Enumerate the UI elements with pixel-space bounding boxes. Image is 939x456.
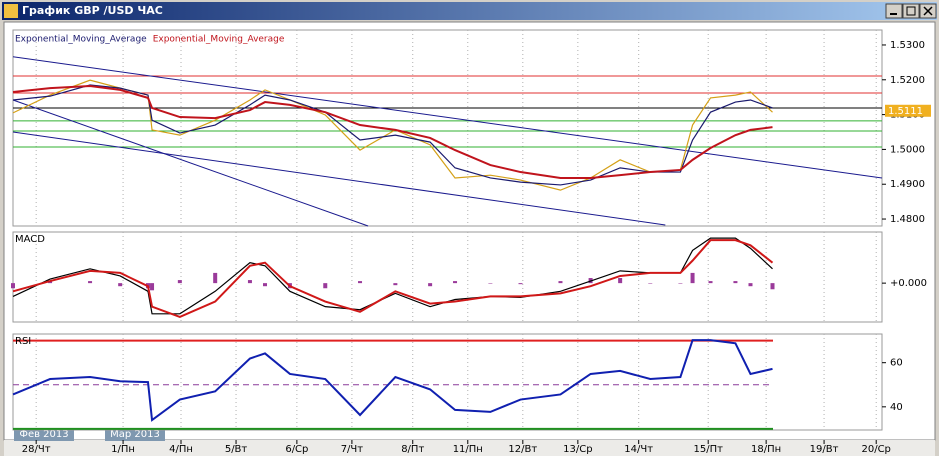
- x-tick-label: 28/Чт: [22, 444, 51, 455]
- trend-line: [12, 99, 369, 227]
- y-tick-label: 1.5200: [890, 75, 925, 86]
- period-label: Мар 2013: [110, 429, 160, 440]
- panel-title: RSI: [15, 336, 31, 347]
- maximize-icon: [906, 6, 916, 16]
- panel: [12, 333, 883, 431]
- histogram-bar: [733, 281, 738, 284]
- histogram-bar: [88, 281, 93, 284]
- maximize-button[interactable]: [902, 3, 920, 19]
- histogram-bar: [393, 283, 398, 286]
- legend-entry: Exponential_Moving_Average: [153, 35, 285, 45]
- histogram-bar: [247, 280, 252, 284]
- x-tick-label: 12/Вт: [508, 444, 537, 455]
- histogram-bar: [11, 283, 15, 289]
- series-line: [12, 237, 773, 315]
- histogram-bar: [558, 281, 563, 284]
- histogram-bar: [177, 280, 182, 284]
- last-price-box: [885, 104, 931, 117]
- title-bar: [2, 2, 937, 20]
- histogram-bar: [488, 283, 493, 284]
- y-tick-label: 40: [890, 402, 903, 413]
- x-tick-label: 8/Пт: [401, 444, 424, 455]
- x-tick-label: 14/Чт: [624, 444, 653, 455]
- series-line: [12, 239, 774, 318]
- period-label: Фев 2013: [19, 429, 68, 440]
- x-tick-label: 18/Пн: [751, 444, 781, 455]
- x-tick-label: 13/Ср: [563, 444, 592, 455]
- histogram-bar: [150, 283, 155, 291]
- histogram-bar: [428, 283, 433, 287]
- trend-line: [12, 56, 883, 179]
- histogram-bar: [648, 283, 653, 284]
- histogram-bar: [358, 281, 363, 284]
- histogram-bar: [213, 272, 218, 284]
- histogram-bar: [770, 283, 775, 290]
- close-icon: [923, 6, 933, 16]
- period-box: [14, 428, 74, 441]
- histogram-bar: [518, 283, 523, 285]
- histogram-bar: [708, 281, 713, 284]
- histogram-bar: [748, 283, 753, 287]
- last-price-label: 1.5111: [888, 106, 923, 117]
- series-line: [12, 85, 773, 179]
- trend-line: [12, 131, 666, 226]
- y-tick-label: 1.5300: [890, 40, 925, 51]
- x-tick-label: 7/Чт: [341, 444, 364, 455]
- histogram-bar: [690, 272, 695, 284]
- series-line: [12, 339, 773, 422]
- x-tick-label: 5/Вт: [225, 444, 248, 455]
- minimize-button[interactable]: [885, 3, 903, 19]
- x-tick-label: 15/Пт: [693, 444, 723, 455]
- panel: [12, 29, 883, 227]
- y-tick-label: 1.5000: [890, 144, 925, 155]
- window-title: График GBP /USD ЧАС: [22, 4, 163, 17]
- x-tick-label: 6/Ср: [285, 444, 308, 455]
- x-tick-label: 11/Пн: [453, 444, 483, 455]
- window-icon: [4, 4, 18, 18]
- panel-title: MACD: [15, 234, 45, 245]
- x-tick-label: 4/Пн: [169, 444, 193, 455]
- date-axis: [4, 440, 935, 456]
- y-tick-label: 60: [890, 358, 903, 369]
- y-tick-label: +0.000: [890, 278, 927, 289]
- histogram-bar: [263, 283, 268, 287]
- histogram-bar: [323, 283, 328, 289]
- x-tick-label: 1/Пн: [111, 444, 135, 455]
- y-tick-label: 1.4800: [890, 214, 925, 225]
- series-line: [12, 84, 773, 186]
- period-box: [105, 428, 165, 441]
- histogram-bar: [678, 283, 683, 284]
- legend-entry: Exponential_Moving_Average: [15, 35, 147, 45]
- histogram-bar: [453, 281, 458, 284]
- histogram-bar: [118, 283, 123, 287]
- x-tick-label: 19/Вт: [810, 444, 839, 455]
- series-line: [12, 79, 773, 191]
- y-tick-label: 1.4900: [890, 179, 925, 190]
- panel: [12, 231, 883, 323]
- histogram-bar: [618, 278, 623, 284]
- x-tick-label: 20/Ср: [861, 444, 890, 455]
